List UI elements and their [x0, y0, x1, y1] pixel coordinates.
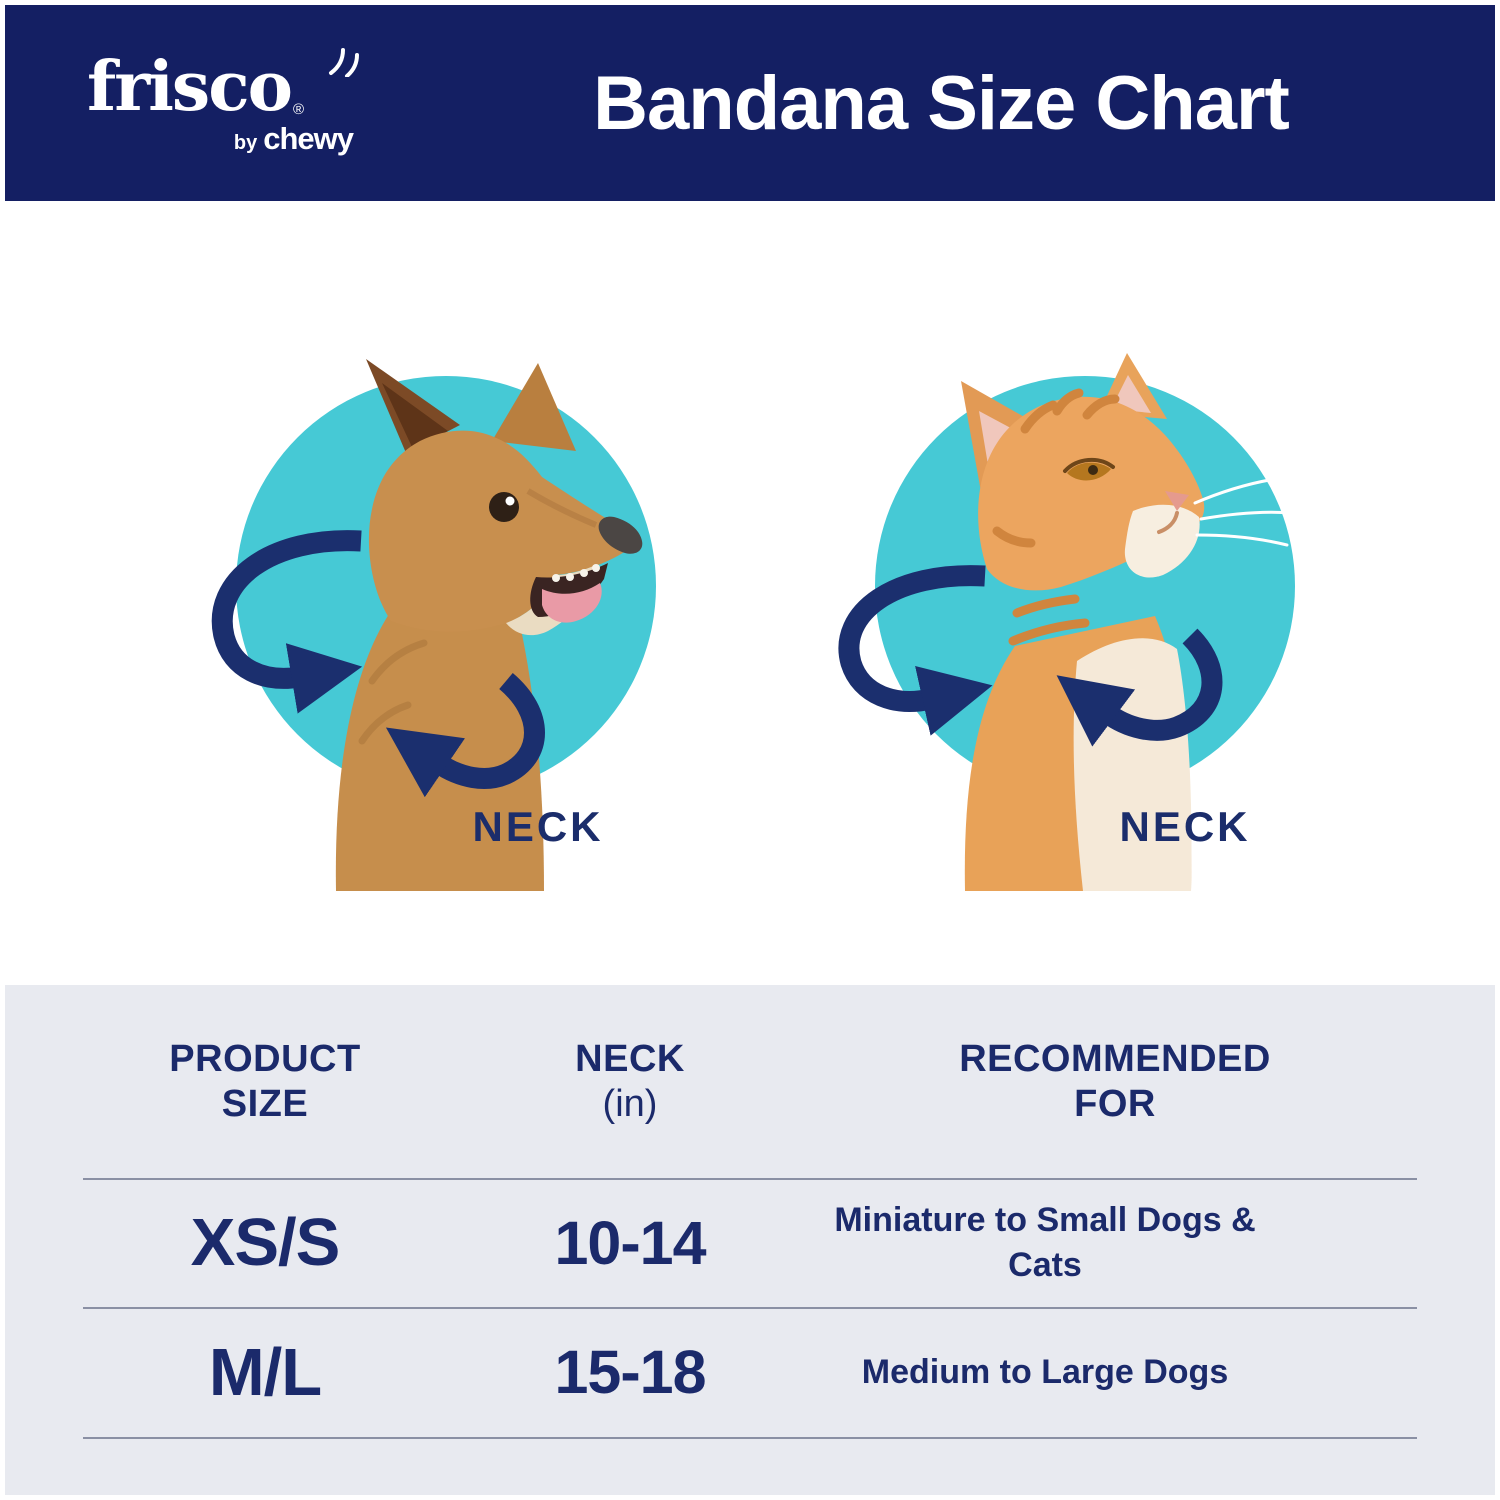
- dog-right-ear-icon: [492, 363, 576, 451]
- dog-illustration: [211, 359, 656, 891]
- cat-nose-icon: [1165, 491, 1189, 511]
- dog-tongue-icon: [542, 583, 602, 623]
- row-m-l-neck: 15-18: [554, 1338, 706, 1406]
- dog-figure: NECK: [176, 331, 716, 896]
- registered-mark: ®: [292, 100, 305, 118]
- dog-head: [368, 430, 631, 632]
- col-header-line: NECK: [575, 1037, 685, 1080]
- tail-swoosh-icon: [329, 47, 359, 77]
- row-xs-s-neck: 10-14: [554, 1208, 706, 1277]
- title-wrap: Bandana Size Chart: [387, 60, 1495, 147]
- dog-nose-icon: [598, 516, 643, 554]
- row-xs-s-size: XS/S: [190, 1205, 341, 1280]
- cat-figure: NECK: [815, 331, 1355, 896]
- cat-illustration: [838, 353, 1295, 891]
- table-divider: [83, 1178, 1417, 1180]
- dog-left-ear-inner: [382, 383, 448, 447]
- page-title: Bandana Size Chart: [593, 60, 1290, 146]
- col-header-product-size: PRODUCT SIZE: [85, 985, 445, 1178]
- frisco-wordmark: frisco: [87, 46, 293, 127]
- col-header-line: RECOMMENDED: [959, 1037, 1271, 1080]
- cat-muzzle-patch: [1124, 504, 1200, 578]
- size-table-grid: PRODUCT SIZE NECK (in) RECOMMENDED FOR X…: [5, 985, 1495, 1495]
- col-header-line: SIZE: [221, 1082, 309, 1125]
- frisco-logo: frisco ® by chewy: [87, 46, 387, 154]
- cat-chest-patch: [1073, 638, 1192, 891]
- cat-neck-arrow-icon: [838, 565, 1223, 747]
- dog-neck-label: NECK: [472, 803, 604, 850]
- cat-pupil: [1088, 465, 1098, 475]
- figures-section: NECK: [0, 201, 1500, 985]
- col-header-line: PRODUCT: [169, 1037, 361, 1080]
- chewy-wordmark: chewy: [263, 120, 354, 156]
- cat-head-art: [961, 353, 1295, 891]
- dog-eye: [489, 492, 519, 522]
- size-table: PRODUCT SIZE NECK (in) RECOMMENDED FOR X…: [5, 985, 1495, 1495]
- row-xs-s-recommended: Miniature to Small Dogs & Cats: [834, 1200, 1256, 1284]
- cat-neck-label: NECK: [1119, 803, 1251, 850]
- whiskers: [1193, 477, 1295, 547]
- col-header-line: FOR: [1074, 1082, 1156, 1125]
- byline-by: by: [233, 131, 258, 154]
- table-divider: [83, 1437, 1417, 1439]
- dog-head-art: [335, 359, 643, 891]
- col-header-unit: (in): [602, 1082, 658, 1125]
- table-divider: [83, 1307, 1417, 1309]
- row-m-l-size: M/L: [208, 1334, 322, 1410]
- col-header-neck: NECK (in): [445, 985, 815, 1178]
- byline: by chewy: [87, 123, 387, 154]
- col-header-recommended-for: RECOMMENDED FOR: [815, 985, 1415, 1178]
- row-m-l-recommended: Medium to Large Dogs: [861, 1352, 1229, 1391]
- cat-right-ear-inner: [1111, 375, 1151, 413]
- header-band: frisco ® by chewy Bandana Size Chart: [5, 5, 1495, 201]
- dog-eye-glint: [505, 496, 515, 506]
- tabby-stripes: [992, 388, 1120, 646]
- dog-neck-arrow-icon: [211, 530, 545, 798]
